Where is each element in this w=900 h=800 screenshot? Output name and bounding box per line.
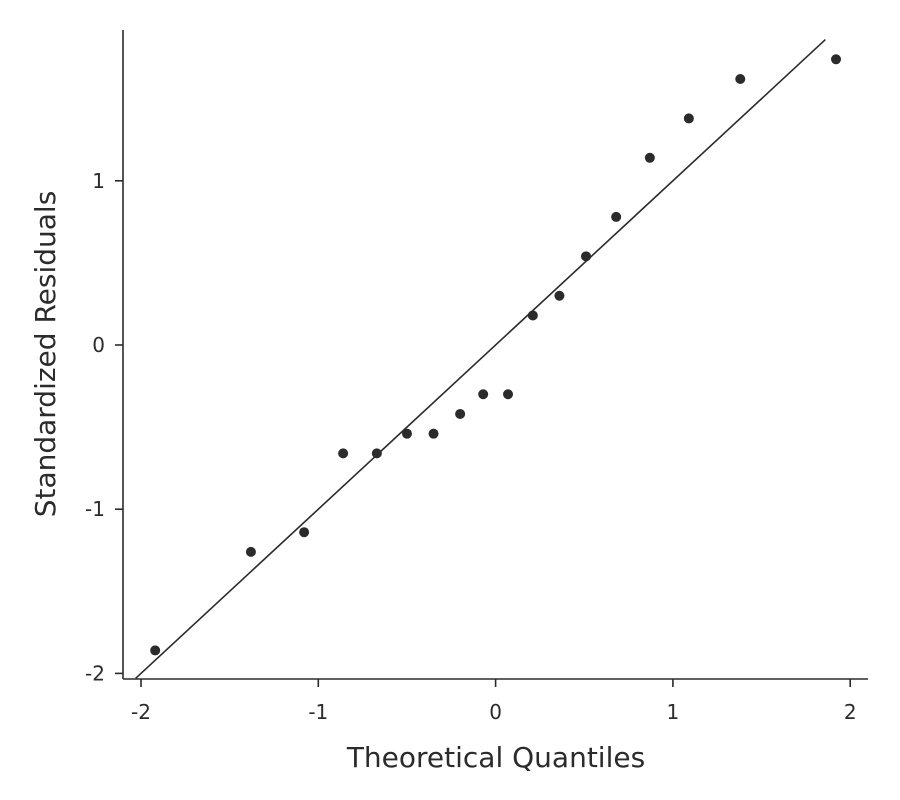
data-point [503,389,514,400]
plot-area: -2 -1 0 1 2 -2 -1 0 1 [85,30,868,724]
data-point [299,527,310,538]
data-point [644,152,655,163]
data-point [527,310,538,321]
y-axis-title: Standardized Residuals [29,191,62,518]
data-point [581,251,592,262]
y-tick-label: 0 [92,333,105,357]
x-axis-title: Theoretical Quantiles [346,741,645,774]
data-point [611,211,622,222]
reference-line [135,39,826,679]
x-tick-label: 2 [844,700,857,724]
data-point [683,113,694,124]
y-tick-label: 1 [92,169,105,193]
x-ticks: -2 -1 0 1 2 [131,679,857,724]
data-point [831,54,842,65]
y-ticks: -2 -1 0 1 [85,169,123,685]
points-layer [150,54,842,656]
data-point [338,448,349,459]
x-tick-label: -1 [308,700,328,724]
x-tick-label: 0 [489,700,502,724]
data-point [735,73,746,84]
x-tick-label: -2 [131,700,151,724]
y-tick-label: -1 [85,497,105,521]
x-tick-label: 1 [667,700,680,724]
data-point [428,428,439,439]
data-point [478,389,489,400]
data-point [150,645,161,656]
data-point [455,408,466,419]
data-point [554,290,565,301]
data-point [371,448,382,459]
y-tick-label: -2 [85,661,105,685]
data-point [245,546,256,557]
reference-line-layer [135,39,826,679]
data-point [401,428,412,439]
